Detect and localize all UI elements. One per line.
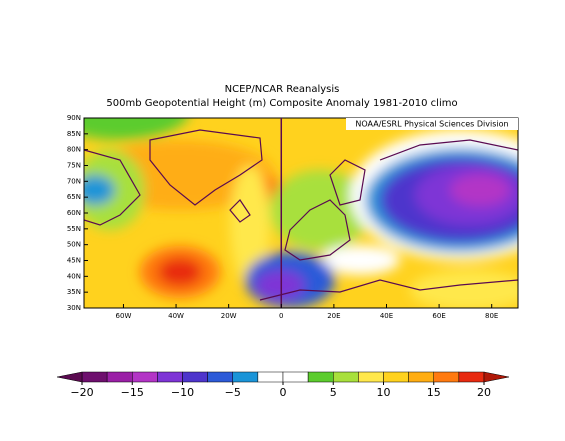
lat-tick-label: 45N bbox=[67, 257, 81, 265]
lon-tick-label: 60E bbox=[432, 312, 445, 320]
colorbar-label: −15 bbox=[121, 386, 144, 399]
colorbar-swatch bbox=[458, 371, 485, 383]
colorbar-under bbox=[56, 371, 83, 383]
colorbar-label: 15 bbox=[427, 386, 441, 399]
lat-tick-label: 50N bbox=[67, 241, 81, 249]
colorbar-label: 0 bbox=[280, 386, 287, 399]
anomaly-field bbox=[84, 118, 518, 308]
lat-tick-label: 90N bbox=[67, 114, 81, 122]
lon-tick-label: 20W bbox=[221, 312, 237, 320]
lat-tick-label: 70N bbox=[67, 177, 81, 185]
colorbar-label: −20 bbox=[70, 386, 93, 399]
lon-tick-label: 80E bbox=[485, 312, 498, 320]
colorbar-swatch bbox=[207, 371, 233, 383]
credit-box bbox=[346, 118, 518, 130]
lon-tick-label: 0 bbox=[279, 312, 283, 320]
colorbar-label: 5 bbox=[330, 386, 337, 399]
lat-tick-label: 30N bbox=[67, 304, 81, 312]
colorbar-swatch bbox=[106, 371, 133, 383]
colorbar-swatch bbox=[132, 371, 158, 383]
colorbar-swatch bbox=[81, 371, 108, 383]
lat-tick-label: 35N bbox=[67, 288, 81, 296]
lat-tick-label: 85N bbox=[67, 130, 81, 138]
colorbar-label: −10 bbox=[171, 386, 194, 399]
lat-tick-label: 80N bbox=[67, 146, 81, 154]
colorbar-swatch bbox=[282, 371, 309, 383]
lat-tick-label: 55N bbox=[67, 225, 81, 233]
lat-tick-label: 60N bbox=[67, 209, 81, 217]
colorbar-swatch bbox=[307, 371, 334, 383]
lon-tick-label: 40W bbox=[168, 312, 184, 320]
colorbar-swatch bbox=[333, 371, 359, 383]
colorbar-swatch bbox=[257, 371, 284, 383]
credit: NOAA/ESRL Physical Sciences Division bbox=[355, 120, 508, 129]
lat-tick-label: 40N bbox=[67, 272, 81, 280]
title: NCEP/NCAR Reanalysis bbox=[225, 84, 340, 95]
colorbar-swatch bbox=[433, 371, 460, 383]
colorbar-swatch bbox=[408, 371, 434, 383]
colorbar-swatch bbox=[157, 371, 183, 383]
lat-tick-label: 75N bbox=[67, 162, 81, 170]
colorbar-label: −5 bbox=[225, 386, 241, 399]
colorbar-over bbox=[483, 371, 510, 383]
colorbar-label: 10 bbox=[377, 386, 391, 399]
colorbar-swatch bbox=[383, 371, 409, 383]
colorbar-swatch bbox=[232, 371, 259, 383]
lat-tick-label: 65N bbox=[67, 193, 81, 201]
subtitle: 500mb Geopotential Height (m) Composite … bbox=[106, 98, 457, 109]
lon-tick-label: 60W bbox=[116, 312, 132, 320]
colorbar-swatch bbox=[182, 371, 208, 383]
lon-tick-label: 40E bbox=[380, 312, 393, 320]
lon-tick-label: 20E bbox=[327, 312, 340, 320]
coastlines bbox=[84, 129, 518, 301]
colorbar-swatch bbox=[358, 371, 384, 383]
colorbar-label: 20 bbox=[477, 386, 491, 399]
